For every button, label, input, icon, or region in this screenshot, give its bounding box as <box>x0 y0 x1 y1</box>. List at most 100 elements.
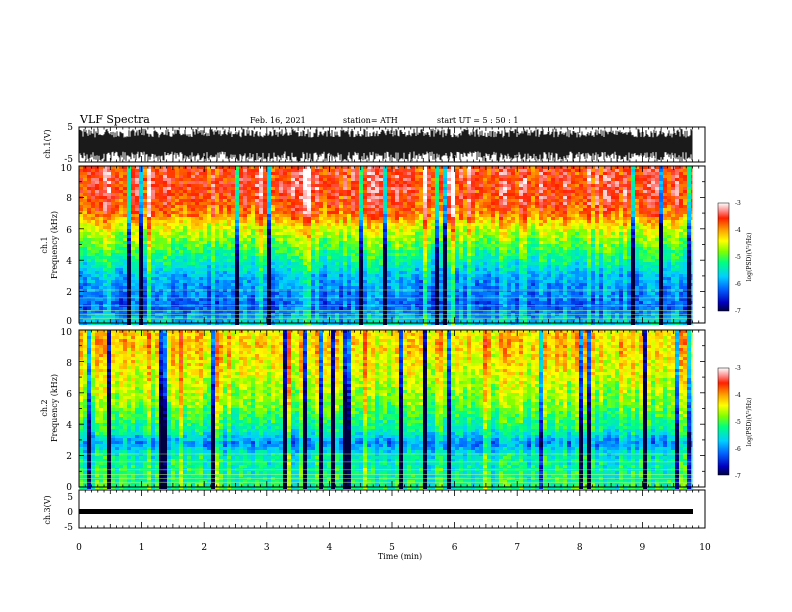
spectrogram-cell <box>603 226 607 229</box>
spectrogram-cell <box>427 226 431 229</box>
spectrogram-cell <box>339 184 343 187</box>
spectrogram-cell <box>303 181 307 184</box>
spectrogram-cell <box>503 169 507 172</box>
spectrogram-cell <box>539 199 543 202</box>
spectrogram-cell <box>411 202 415 205</box>
spectrogram-cell <box>331 193 335 196</box>
spectrogram-cell <box>691 241 693 244</box>
spectrogram-cell <box>263 184 267 187</box>
spectrogram-cell <box>311 208 315 211</box>
spectrogram-cell <box>647 226 651 229</box>
spectrogram-cell <box>115 184 119 187</box>
spectrogram-cell <box>435 232 439 235</box>
spectrogram-cell <box>623 238 627 241</box>
spectrogram-cell <box>215 184 219 187</box>
spectrogram-cell <box>335 211 339 214</box>
spectrogram-cell <box>583 184 587 187</box>
spectrogram-cell <box>319 217 323 220</box>
spectrogram-cell <box>255 241 259 244</box>
spectrogram-cell <box>251 196 255 199</box>
spectrogram-cell <box>487 184 491 187</box>
spectrogram-cell <box>131 211 135 214</box>
spectrogram-cell <box>219 253 223 256</box>
spectrogram-cell <box>591 175 595 178</box>
spectrogram-cell <box>347 223 351 226</box>
spectrogram-cell <box>463 172 467 175</box>
spectrogram-cell <box>167 244 171 247</box>
spectrogram-cell <box>79 187 83 190</box>
spectrogram-cell <box>215 250 219 253</box>
spectrogram-cell <box>439 241 443 244</box>
spectrogram-cell <box>679 220 683 223</box>
spectrogram-cell <box>215 205 219 208</box>
spectrogram-cell <box>155 235 159 238</box>
spectrogram-cell <box>607 166 611 169</box>
spectrogram-cell <box>239 169 243 172</box>
spectrogram-cell <box>507 169 511 172</box>
spectrogram-cell <box>435 172 439 175</box>
spectrogram-cell <box>447 193 451 196</box>
spectrogram-cell <box>347 190 351 193</box>
spectrogram-cell <box>651 172 655 175</box>
spectrogram-cell <box>87 187 91 190</box>
spectrogram-cell <box>411 178 415 181</box>
spectrogram-cell <box>203 193 207 196</box>
spectrogram-cell <box>255 229 259 232</box>
spectrogram-cell <box>467 217 471 220</box>
spectrogram-cell <box>511 166 515 169</box>
spectrogram-cell <box>639 226 643 229</box>
spectrogram-cell <box>591 190 595 193</box>
spectrogram-cell <box>335 220 339 223</box>
spectrogram-cell <box>675 226 679 229</box>
spectrogram-cell <box>519 172 523 175</box>
spectrogram-cell <box>467 190 471 193</box>
spectrogram-cell <box>143 166 147 169</box>
spectrogram-cell <box>131 196 135 199</box>
spectrogram-cell <box>655 172 659 175</box>
spectrogram-cell <box>535 211 539 214</box>
spectrogram-cell <box>655 223 659 226</box>
spectrogram-cell <box>539 190 543 193</box>
spectrogram-cell <box>511 241 515 244</box>
spectrogram-cell <box>651 169 655 172</box>
spectrogram-cell <box>299 235 303 238</box>
spectrogram-cell <box>443 184 447 187</box>
spectrogram-cell <box>411 235 415 238</box>
spectrogram-cell <box>639 235 643 238</box>
spectrogram-cell <box>271 181 275 184</box>
spectrogram-cell <box>583 199 587 202</box>
spectrogram-cell <box>507 199 511 202</box>
spectrogram-cell <box>303 244 307 247</box>
spectrogram-cell <box>303 178 307 181</box>
spectrogram-cell <box>575 226 579 229</box>
spectrogram-cell <box>423 202 427 205</box>
spectrogram-cell <box>283 217 287 220</box>
spectrogram-cell <box>403 229 407 232</box>
spectrogram-cell <box>87 208 91 211</box>
spectrogram-cell <box>151 226 155 229</box>
spectrogram-cell <box>487 223 491 226</box>
spectrogram-cell <box>459 202 463 205</box>
spectrogram-cell <box>319 205 323 208</box>
spectrogram-cell <box>611 232 615 235</box>
spectrogram-cell <box>507 232 511 235</box>
spectrogram-cell <box>559 241 563 244</box>
spectrogram-cell <box>371 229 375 232</box>
spectrogram-cell <box>683 250 687 253</box>
spectrogram-cell <box>451 181 455 184</box>
spectrogram-cell <box>451 187 455 190</box>
spectrogram-cell <box>131 169 135 172</box>
spectrogram-cell <box>111 229 115 232</box>
spectrogram-cell <box>303 193 307 196</box>
spectrogram-cell <box>299 214 303 217</box>
spectrogram-cell <box>667 172 671 175</box>
spectrogram-cell <box>515 181 519 184</box>
spectrogram-cell <box>683 235 687 238</box>
spectrogram-cell <box>247 187 251 190</box>
spectrogram-cell <box>443 250 447 253</box>
spectrogram-cell <box>135 175 139 178</box>
spectrogram-cell <box>99 226 103 229</box>
spectrogram-cell <box>491 247 495 250</box>
spectrogram-cell <box>347 229 351 232</box>
spectrogram-cell <box>131 238 135 241</box>
